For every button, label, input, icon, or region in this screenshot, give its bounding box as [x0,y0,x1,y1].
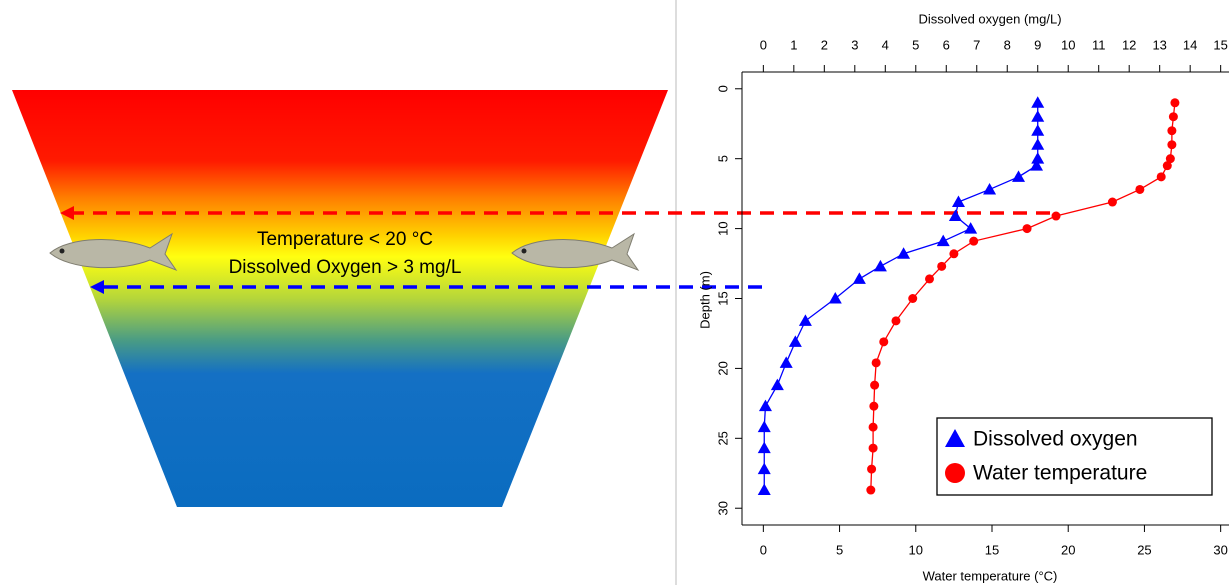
triangle-marker [873,259,887,272]
circle-marker [867,464,877,474]
x-tick-label: 3 [851,37,858,52]
x-tick-label: 1 [790,37,797,52]
triangle-marker [770,378,784,391]
triangle-marker [948,209,962,222]
triangle-marker [983,182,997,195]
triangle-marker [1031,152,1045,164]
circle-marker [949,249,959,259]
fish-left [49,232,178,272]
triangle-marker [758,399,772,412]
circle-marker [868,422,878,432]
x-tick-label: 0 [760,37,767,52]
temperature-criterion: Temperature < 20 °C [257,229,433,250]
x-tick-label: 10 [1061,37,1075,52]
circle-marker [1156,172,1166,182]
triangle-marker [1012,170,1026,182]
legend-label: Dissolved oxygen [973,428,1138,451]
circle-marker [866,485,876,495]
x-tick-label: 13 [1152,37,1166,52]
circle-marker [908,294,918,303]
circle-marker [871,358,881,368]
fish-right [511,232,640,272]
circle-marker [1135,184,1145,194]
x2-tick-label: 30 [1213,542,1227,557]
triangle-marker [964,222,978,234]
x-tick-label: 12 [1122,37,1136,52]
circle-marker [1168,112,1178,122]
y-tick-label: 5 [715,155,730,162]
y-axis-title: Depth (m) [697,271,712,329]
x-tick-label: 2 [821,37,828,52]
plot: 0 1 2 3 4 5 6 7 8 9 10 11 12 13 14 150 5 10 15 20 25 30051015… [715,37,1229,557]
circle-marker [969,236,979,246]
data-layer [757,96,1180,496]
x2-tick-label: 0 [760,542,767,557]
circle-marker [1107,197,1117,207]
y-tick-label: 30 [715,501,730,515]
x-tick-label: 5 [912,37,919,52]
x-tick-label: 6 [943,37,950,52]
circle-marker [925,274,934,284]
circle-marker [1051,211,1061,221]
triangle-marker [951,195,965,208]
triangle-marker [828,292,842,304]
triangle-marker [757,483,771,496]
lake-profile [12,90,668,507]
x-tick-label: 14 [1183,37,1197,52]
triangle-marker [1031,124,1045,136]
x-tick-label: 9 [1034,37,1041,52]
circle-marker [879,337,889,347]
triangle-marker [1031,138,1045,150]
legend-swatch [945,429,965,447]
x2-tick-label: 10 [909,542,923,557]
triangle-marker [779,356,793,368]
y-tick-label: 25 [715,431,730,445]
x-tick-label: 4 [882,37,889,52]
triangle-marker [852,272,866,284]
x-tick-label: 7 [973,37,980,52]
x-tick-label: 11 [1092,37,1106,52]
triangle-marker [757,462,771,475]
x-tick-label: 8 [1004,37,1011,52]
circle-marker [1162,161,1172,171]
triangle-marker [936,234,950,247]
triangle-marker [1031,96,1045,108]
circle-marker [870,380,880,390]
circle-marker [1165,154,1175,164]
dashed-arrows [60,206,1050,294]
legend-swatch [945,463,965,483]
y-tick-label: 10 [715,221,730,235]
x-tick-label: 15 [1213,37,1227,52]
triangle-marker [1030,159,1044,171]
y-tick-label: 15 [715,291,730,305]
triangle-marker [788,335,802,347]
circle-marker [1170,98,1180,108]
x2-tick-label: 20 [1061,542,1075,557]
circle-marker [937,261,947,271]
y-tick-label: 20 [715,361,730,375]
x2-tick-label: 15 [985,542,999,557]
legend-label: Water temperature [973,462,1147,485]
circle-marker [869,401,879,411]
triangle-marker [1031,110,1045,122]
x2-tick-label: 25 [1137,542,1151,557]
circle-marker [868,443,878,453]
legend-box [936,417,1213,496]
triangle-marker [897,247,911,259]
triangle-marker [757,420,771,433]
circle-marker [1022,224,1032,234]
oxygen-criterion: Dissolved Oxygen > 3 mg/L [229,257,462,278]
circle-marker [1167,126,1177,136]
triangle-marker [798,314,812,326]
triangle-marker [757,441,771,454]
circle-marker [891,316,901,326]
x2-axis-title: Water temperature (°C) [923,568,1058,583]
x-axis-title: Dissolved oxygen (mg/L) [918,11,1061,26]
x2-tick-label: 5 [836,542,843,557]
circle-marker [1167,140,1177,150]
y-tick-label: 0 [715,85,730,92]
